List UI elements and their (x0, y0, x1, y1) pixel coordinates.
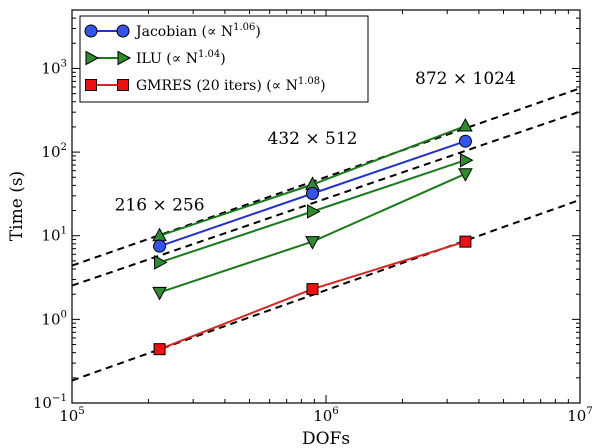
legend-marker-0 (84, 24, 98, 38)
legend-marker-end-0 (116, 24, 130, 38)
point-triangle-up-2 (458, 117, 473, 132)
point-triangle-down-2 (458, 168, 473, 182)
point-series-1-1 (306, 204, 321, 219)
point-series-0-2 (458, 134, 472, 148)
point-series-0-0 (153, 239, 167, 253)
point-series-2-1 (306, 283, 319, 296)
legend-marker-2 (85, 79, 97, 91)
fit-line-2 (72, 198, 580, 382)
y-tick-label-2: 101 (41, 226, 67, 245)
point-series-1-0 (154, 255, 168, 270)
point-series-2-2 (459, 235, 472, 248)
x-axis-label: DOFs (302, 429, 350, 448)
y-tick-label-4: 103 (41, 58, 67, 77)
point-triangle-down-1 (305, 236, 320, 250)
annotations: 216 × 256 432 × 512 872 × 1024 (115, 69, 516, 215)
legend: Jacobian (∝ N1.06) ILU (∝ N1.04) GMRES (20… (79, 15, 369, 103)
point-series-1-2 (459, 152, 474, 168)
y-tick-label-3: 102 (41, 142, 67, 161)
point-series-0-1 (305, 186, 319, 200)
x-tick-label-1: 106 (313, 406, 339, 425)
fit-line-0 (72, 87, 580, 267)
legend-marker-end-1 (117, 50, 132, 66)
legend-marker-1 (85, 50, 100, 66)
axis-ticks: 105 106 107 10−1 100 101 102 103 (33, 9, 593, 425)
annotation-2: 872 × 1024 (415, 69, 516, 89)
legend-label-2: GMRES (20 iters) (∝ N1.08) (136, 76, 326, 94)
legend-label-0: Jacobian (∝ N1.06) (134, 22, 261, 40)
point-series-2-0 (153, 343, 166, 356)
y-tick-label-0: 10−1 (33, 393, 67, 412)
y-axis-label: Time (s) (7, 171, 27, 241)
series-markers (152, 117, 474, 356)
x-tick-label-2: 107 (567, 406, 593, 425)
annotation-1: 432 × 512 (268, 129, 358, 149)
y-tick-label-1: 100 (41, 309, 67, 328)
x-tick-label-0: 105 (59, 406, 85, 425)
point-triangle-down-0 (152, 286, 167, 301)
legend-marker-end-2 (117, 79, 129, 91)
annotation-0: 216 × 256 (115, 196, 205, 216)
plot-frame (71, 9, 581, 404)
legend-label-1: ILU (∝ N1.04) (136, 49, 226, 67)
